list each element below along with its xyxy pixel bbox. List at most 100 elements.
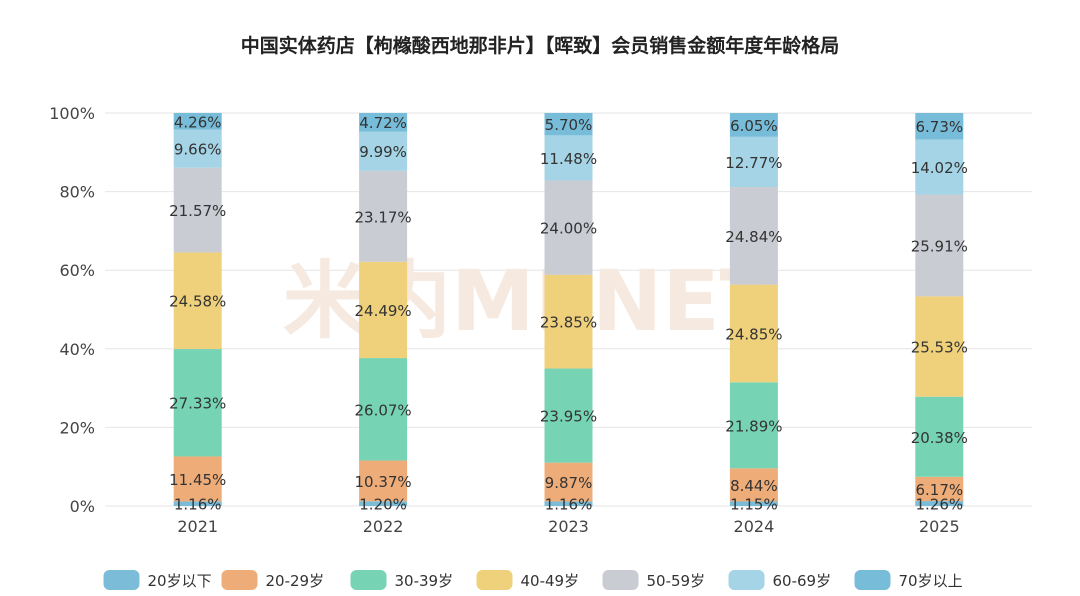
legend-item[interactable]: 50-59岁: [602, 570, 706, 590]
data-label: 24.58%: [169, 293, 226, 311]
legend-swatch: [476, 570, 513, 590]
legend-label: 20-29岁: [266, 572, 325, 590]
y-tick-label: 40%: [59, 340, 95, 359]
legend-swatch: [350, 570, 387, 590]
legend-swatch: [221, 570, 258, 590]
bar-segment: [173, 349, 222, 457]
data-label: 6.73%: [915, 118, 963, 136]
legend-label: 20岁以下: [148, 572, 212, 590]
data-label: 1.20%: [359, 496, 407, 514]
x-axis: 2021 2022 2023 2024 2025: [177, 517, 959, 536]
bar-segment: [729, 187, 778, 285]
data-label: 21.89%: [725, 417, 782, 435]
bar-segment: [729, 501, 778, 506]
bar-segment: [915, 194, 964, 297]
legend-label: 40-49岁: [521, 572, 580, 590]
data-label: 1.26%: [915, 496, 963, 514]
data-label: 24.85%: [725, 325, 782, 343]
bar-segment: [173, 167, 222, 253]
data-label: 25.91%: [911, 237, 968, 255]
legend-swatch: [854, 570, 891, 590]
bar-segment: [544, 462, 593, 502]
data-label: 24.49%: [354, 302, 411, 320]
data-label: 20.38%: [911, 429, 968, 447]
bar-segment: [544, 135, 593, 181]
data-label: 1.16%: [174, 496, 222, 514]
legend-item[interactable]: 60-69岁: [728, 570, 832, 590]
data-label: 8.44%: [730, 477, 778, 495]
bar-segment: [544, 180, 593, 275]
data-label: 12.77%: [725, 154, 782, 172]
data-label: 14.02%: [911, 159, 968, 177]
data-label: 1.16%: [545, 496, 593, 514]
data-label: 4.72%: [359, 114, 407, 132]
y-tick-label: 20%: [59, 418, 95, 437]
legend-swatch: [103, 570, 140, 590]
x-tick-label: 2022: [363, 517, 404, 536]
legend-label: 70岁以上: [899, 572, 963, 590]
bar-segment: [729, 382, 778, 469]
labels-layer: 1.16% 11.45% 27.33% 24.58% 21.57% 9.66% 4.26% 1…: [169, 113, 968, 513]
y-tick-label: 60%: [59, 261, 95, 280]
x-tick-label: 2025: [919, 517, 960, 536]
bar-segment: [915, 501, 964, 506]
data-label: 23.95%: [540, 408, 597, 426]
bar-segment: [544, 368, 593, 463]
y-tick-label: 0%: [70, 497, 95, 516]
bar-segment: [729, 113, 778, 137]
data-label: 9.99%: [359, 143, 407, 161]
bar-segment: [359, 358, 408, 461]
data-label: 26.07%: [354, 401, 411, 419]
data-label: 24.84%: [725, 228, 782, 246]
bar-segment: [544, 501, 593, 506]
bars-layer: [173, 112, 964, 506]
legend-item[interactable]: 70岁以上: [854, 570, 963, 590]
bar-segment: [173, 129, 222, 168]
bar-segment: [359, 170, 408, 262]
y-tick-label: 80%: [59, 183, 95, 202]
bar-segment: [173, 456, 222, 502]
bar-segment: [359, 112, 408, 132]
data-label: 23.85%: [540, 314, 597, 332]
data-label: 25.53%: [911, 339, 968, 357]
bar-segment: [173, 501, 222, 506]
data-label: 9.66%: [174, 141, 222, 159]
x-tick-label: 2023: [548, 517, 589, 536]
data-label: 4.26%: [174, 113, 222, 131]
bar-segment: [544, 274, 593, 369]
data-label: 27.33%: [169, 395, 226, 413]
legend-swatch: [728, 570, 765, 590]
y-axis: 0% 20% 40% 60% 80% 100%: [49, 104, 95, 516]
data-label: 11.48%: [540, 150, 597, 168]
legend-item[interactable]: 20-29岁: [221, 570, 325, 590]
bar-segment: [359, 261, 408, 359]
bar-segment: [359, 501, 408, 506]
legend-item[interactable]: 40-49岁: [476, 570, 580, 590]
data-label: 5.70%: [545, 116, 593, 134]
data-label: 9.87%: [545, 474, 593, 492]
x-tick-label: 2024: [734, 517, 775, 536]
legend-label: 60-69岁: [773, 572, 832, 590]
legend-item[interactable]: 30-39岁: [350, 570, 454, 590]
data-label: 6.17%: [915, 481, 963, 499]
legend-label: 30-39岁: [395, 572, 454, 590]
legend-item[interactable]: 20岁以下: [103, 570, 212, 590]
data-label: 6.05%: [730, 117, 778, 135]
y-tick-label: 100%: [49, 104, 95, 123]
x-tick-label: 2021: [177, 517, 218, 536]
bar-segment: [915, 396, 964, 477]
legend-swatch: [602, 570, 639, 590]
legend-label: 50-59岁: [647, 572, 706, 590]
bar-segment: [915, 296, 964, 397]
data-label: 1.15%: [730, 496, 778, 514]
bar-segment: [359, 131, 408, 171]
bar-segment: [915, 113, 964, 140]
bar-segment: [729, 284, 778, 383]
bar-segment: [915, 139, 964, 195]
bar-segment: [173, 112, 222, 130]
bar-segment: [729, 468, 778, 502]
data-label: 10.37%: [354, 473, 411, 491]
bar-segment: [729, 136, 778, 188]
